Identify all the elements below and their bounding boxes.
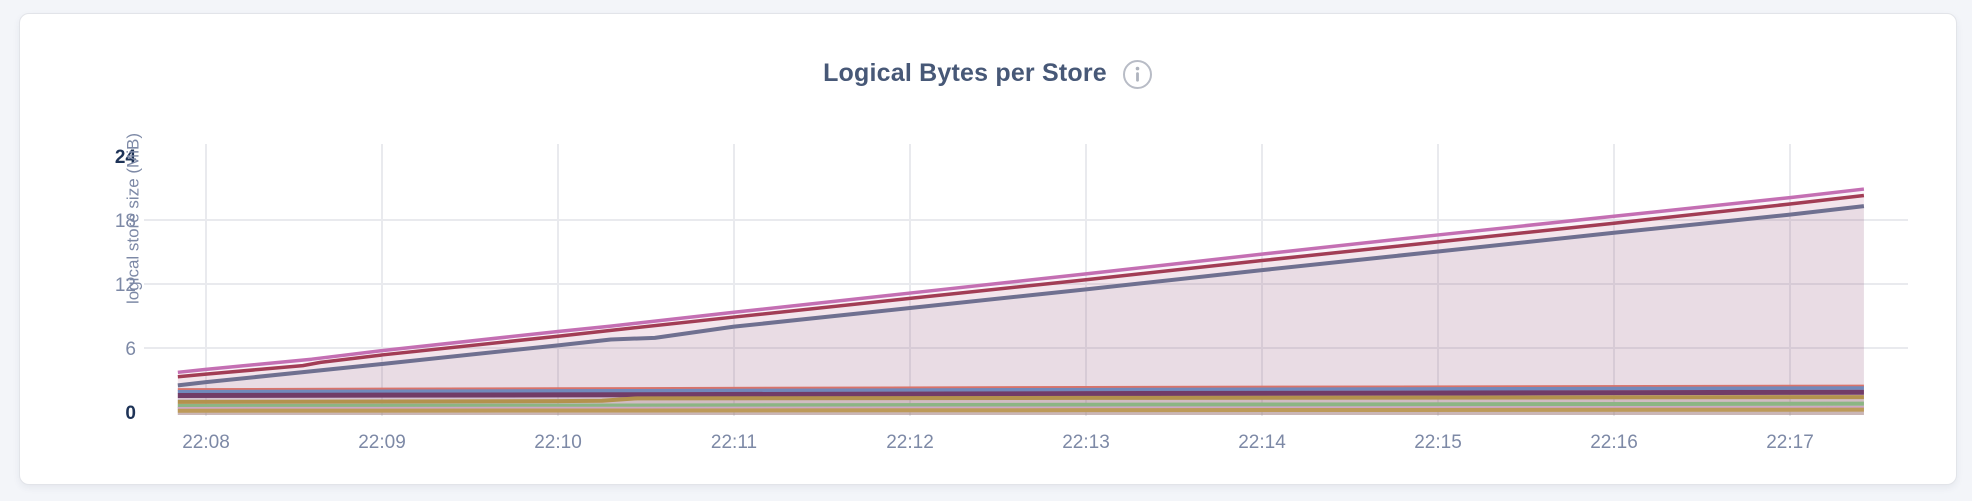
series-line-store-tan[interactable] (177, 407, 1864, 413)
chart-card: Logical Bytes per Store logical store si… (19, 13, 1957, 485)
series-line-store-crimson[interactable] (177, 193, 1865, 379)
series-line-store-pink[interactable] (177, 187, 1865, 375)
y-tick-label: 12 (115, 275, 136, 296)
chart-header: Logical Bytes per Store (20, 56, 1956, 90)
x-tick-label: 22:12 (886, 432, 934, 453)
x-tick-label: 22:14 (1238, 432, 1286, 453)
y-tick-label: 6 (125, 339, 136, 360)
y-axis-label: logical store size (MiB) (123, 133, 143, 304)
x-tick-label: 22:09 (358, 432, 406, 453)
x-tick-label: 22:15 (1414, 432, 1462, 453)
y-tick-label: 0 (125, 403, 136, 424)
y-tick-label: 18 (115, 211, 136, 232)
chart-title: Logical Bytes per Store (823, 58, 1107, 87)
x-tick-label: 22:08 (182, 432, 230, 453)
info-circle-icon[interactable] (1122, 59, 1153, 90)
series-line-store-gold[interactable] (177, 395, 1864, 404)
x-tick-label: 22:16 (1590, 432, 1638, 453)
series-line-store-lightpink[interactable] (177, 406, 1864, 410)
series-line-store-salmon[interactable] (177, 384, 1864, 391)
series-area-store-pink (177, 189, 1864, 415)
series-line-store-slate[interactable] (177, 204, 1865, 388)
x-tick-label: 22:10 (534, 432, 582, 453)
series-line-store-magenta[interactable] (177, 389, 1864, 398)
x-tick-label: 22:11 (711, 432, 757, 453)
x-tick-label: 22:17 (1766, 432, 1814, 453)
series-area-store-slate (177, 206, 1864, 415)
series-line-store-blue[interactable] (177, 386, 1864, 394)
x-tick-label: 22:13 (1062, 432, 1110, 453)
y-tick-label: 24 (115, 147, 137, 168)
series-line-store-green[interactable] (177, 401, 1864, 409)
